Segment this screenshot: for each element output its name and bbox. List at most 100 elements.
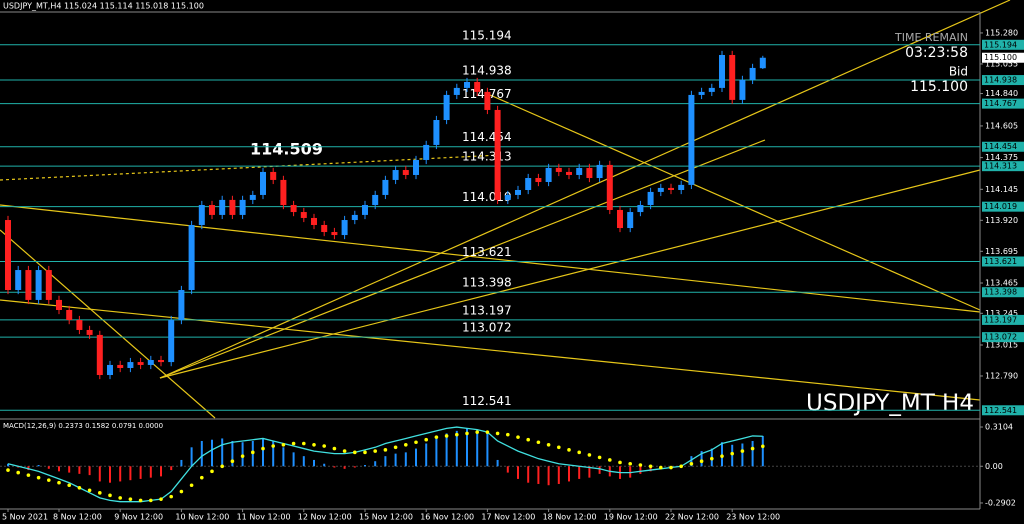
level-axis-box [982,141,1024,152]
signal-dot [444,434,449,438]
candle-body [668,187,674,190]
candle-body [729,54,736,100]
signal-dot [57,480,61,485]
y-tick-label: 113.695 [985,247,1018,256]
y-tick-label: 115.055 [985,59,1018,68]
signal-dot [750,446,755,451]
trendline [159,0,1011,379]
level-label: 113.197 [462,303,512,317]
signal-dot [730,451,734,456]
signal-dot [291,441,296,446]
level-axis-label: 113.398 [984,288,1017,297]
x-tick-label: 16 Nov 12:00 [420,513,474,522]
macd-line [7,426,763,503]
last-price-label: 115.100 [984,53,1017,62]
candle-body [219,199,226,215]
signal-dot [485,430,490,434]
watermark: USDJPY_MT H4 [806,391,974,417]
candle-body [25,270,32,300]
signal-dot [424,437,429,442]
y-tick-label: 113.245 [985,309,1018,318]
candle-body [331,232,338,236]
trendline [0,299,981,401]
candle-body [474,81,481,92]
candle-body [5,220,11,291]
level-axis-box [982,405,1024,416]
signal-dot [159,497,163,501]
y-tick-label: 115.280 [985,28,1018,37]
time-remain: 03:23:58 [905,45,968,61]
signal-dot [577,450,581,455]
candle-body [107,364,113,376]
candle-body [341,220,348,236]
candle-body [86,329,93,335]
level-label: 114.019 [462,190,512,204]
signal-dot [720,454,724,458]
y-tick-label: 114.375 [985,153,1018,162]
x-tick-label: 15 Nov 12:00 [359,513,413,522]
trendline [159,169,981,379]
level-axis-label: 113.197 [984,315,1017,324]
signal-dot [516,435,520,439]
candle-body [229,199,236,215]
y-tick-label: 112.790 [985,371,1018,380]
signal-dot [455,432,459,437]
bid-value: 115.100 [910,79,968,95]
level-label: 113.621 [462,245,512,259]
signal-dot [108,493,112,498]
candle-body [484,91,491,110]
candle-body [270,171,277,180]
level-label: 112.541 [462,394,512,408]
candle-body [708,87,715,92]
signal-dot [169,494,173,499]
candle-body [321,224,328,233]
candle-body [260,171,266,195]
candle-body [464,81,470,88]
candle-body [739,79,746,100]
candle-body [596,164,603,179]
signal-dot [761,444,765,449]
x-tick-label: 18 Nov 12:00 [543,513,597,522]
signal-dot [77,485,82,490]
signal-dot [587,453,592,457]
candle-body [423,144,430,160]
level-axis-label: 114.767 [984,99,1017,108]
signal-dot [475,430,480,434]
candle-body [586,167,593,179]
signal-dot [363,450,367,455]
candle-body [188,224,195,291]
x-tick-label: 19 Nov 12:00 [604,513,658,522]
level-label: 114.454 [462,130,512,144]
signal-dot [465,431,469,436]
level-axis-label: 115.194 [984,40,1017,49]
signal-dot [710,456,714,461]
candle-body [545,167,552,183]
candle-body [402,170,409,175]
signal-dot [536,440,541,445]
candle-body [515,189,521,195]
level-axis-box [982,75,1024,86]
signal-dot [393,445,398,450]
candle-body [576,167,583,175]
trendline [489,94,981,311]
level-axis-label: 113.621 [984,257,1017,266]
signal-dot [383,448,388,452]
signal-dot [659,465,663,470]
candle-body [198,205,205,225]
bid-label: Bid [949,65,968,79]
signal-dot [669,465,673,470]
signal-dot [26,473,31,477]
signal-dot [495,431,500,436]
candle-body [35,270,42,300]
y-tick-label: -0.2902 [985,498,1016,507]
signal-dot [200,475,204,480]
peak-label: 114.509 [250,140,323,159]
level-label: 114.313 [462,150,512,164]
signal-dot [67,483,71,488]
signal-dot [679,464,683,469]
candle-body [178,290,185,321]
candle-body [45,270,52,300]
signal-dot [546,442,551,447]
